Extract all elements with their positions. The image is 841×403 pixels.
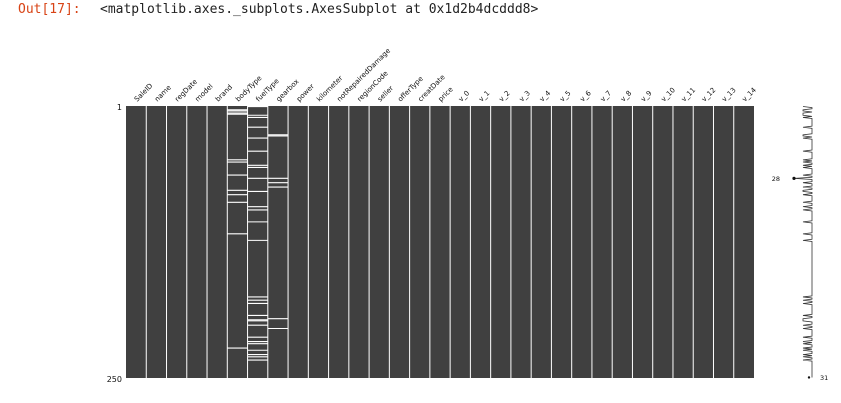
column-label: v_10 [660,86,677,103]
output-text: <matplotlib.axes._subplots.AxesSubplot a… [100,2,539,17]
column-label: v_0 [457,89,471,103]
column-label: v_7 [599,89,613,103]
sparkline-max-label: 31 [820,374,828,382]
sparkline-max-dot [807,376,811,379]
column-label: v_13 [720,86,737,103]
column-label: v_11 [680,86,697,103]
sparkline-min-label: 28 [772,175,780,183]
column-label: SaleID [133,82,155,104]
column-label: seller [376,84,395,103]
column-label: v_2 [498,89,512,103]
column-label: v_4 [538,89,553,104]
column-label: v_12 [700,86,717,103]
column-label: v_6 [579,89,594,104]
column-label: v_5 [558,89,572,103]
column-label: price [437,85,455,103]
column-label: v_8 [619,89,633,103]
column-label: v_1 [477,89,491,103]
completeness-sparkline [793,106,813,378]
column-label: v_9 [639,89,653,103]
sparkline-min-dot [792,176,796,180]
column-label: v_3 [518,89,532,103]
row-label-end: 250 [107,375,122,384]
matrix-body [126,106,754,378]
column-label: name [153,84,173,104]
column-label: brand [214,83,234,103]
column-label: v_14 [741,86,759,104]
output-prompt: Out[17]: [18,2,81,17]
row-label-start: 1 [117,103,122,112]
